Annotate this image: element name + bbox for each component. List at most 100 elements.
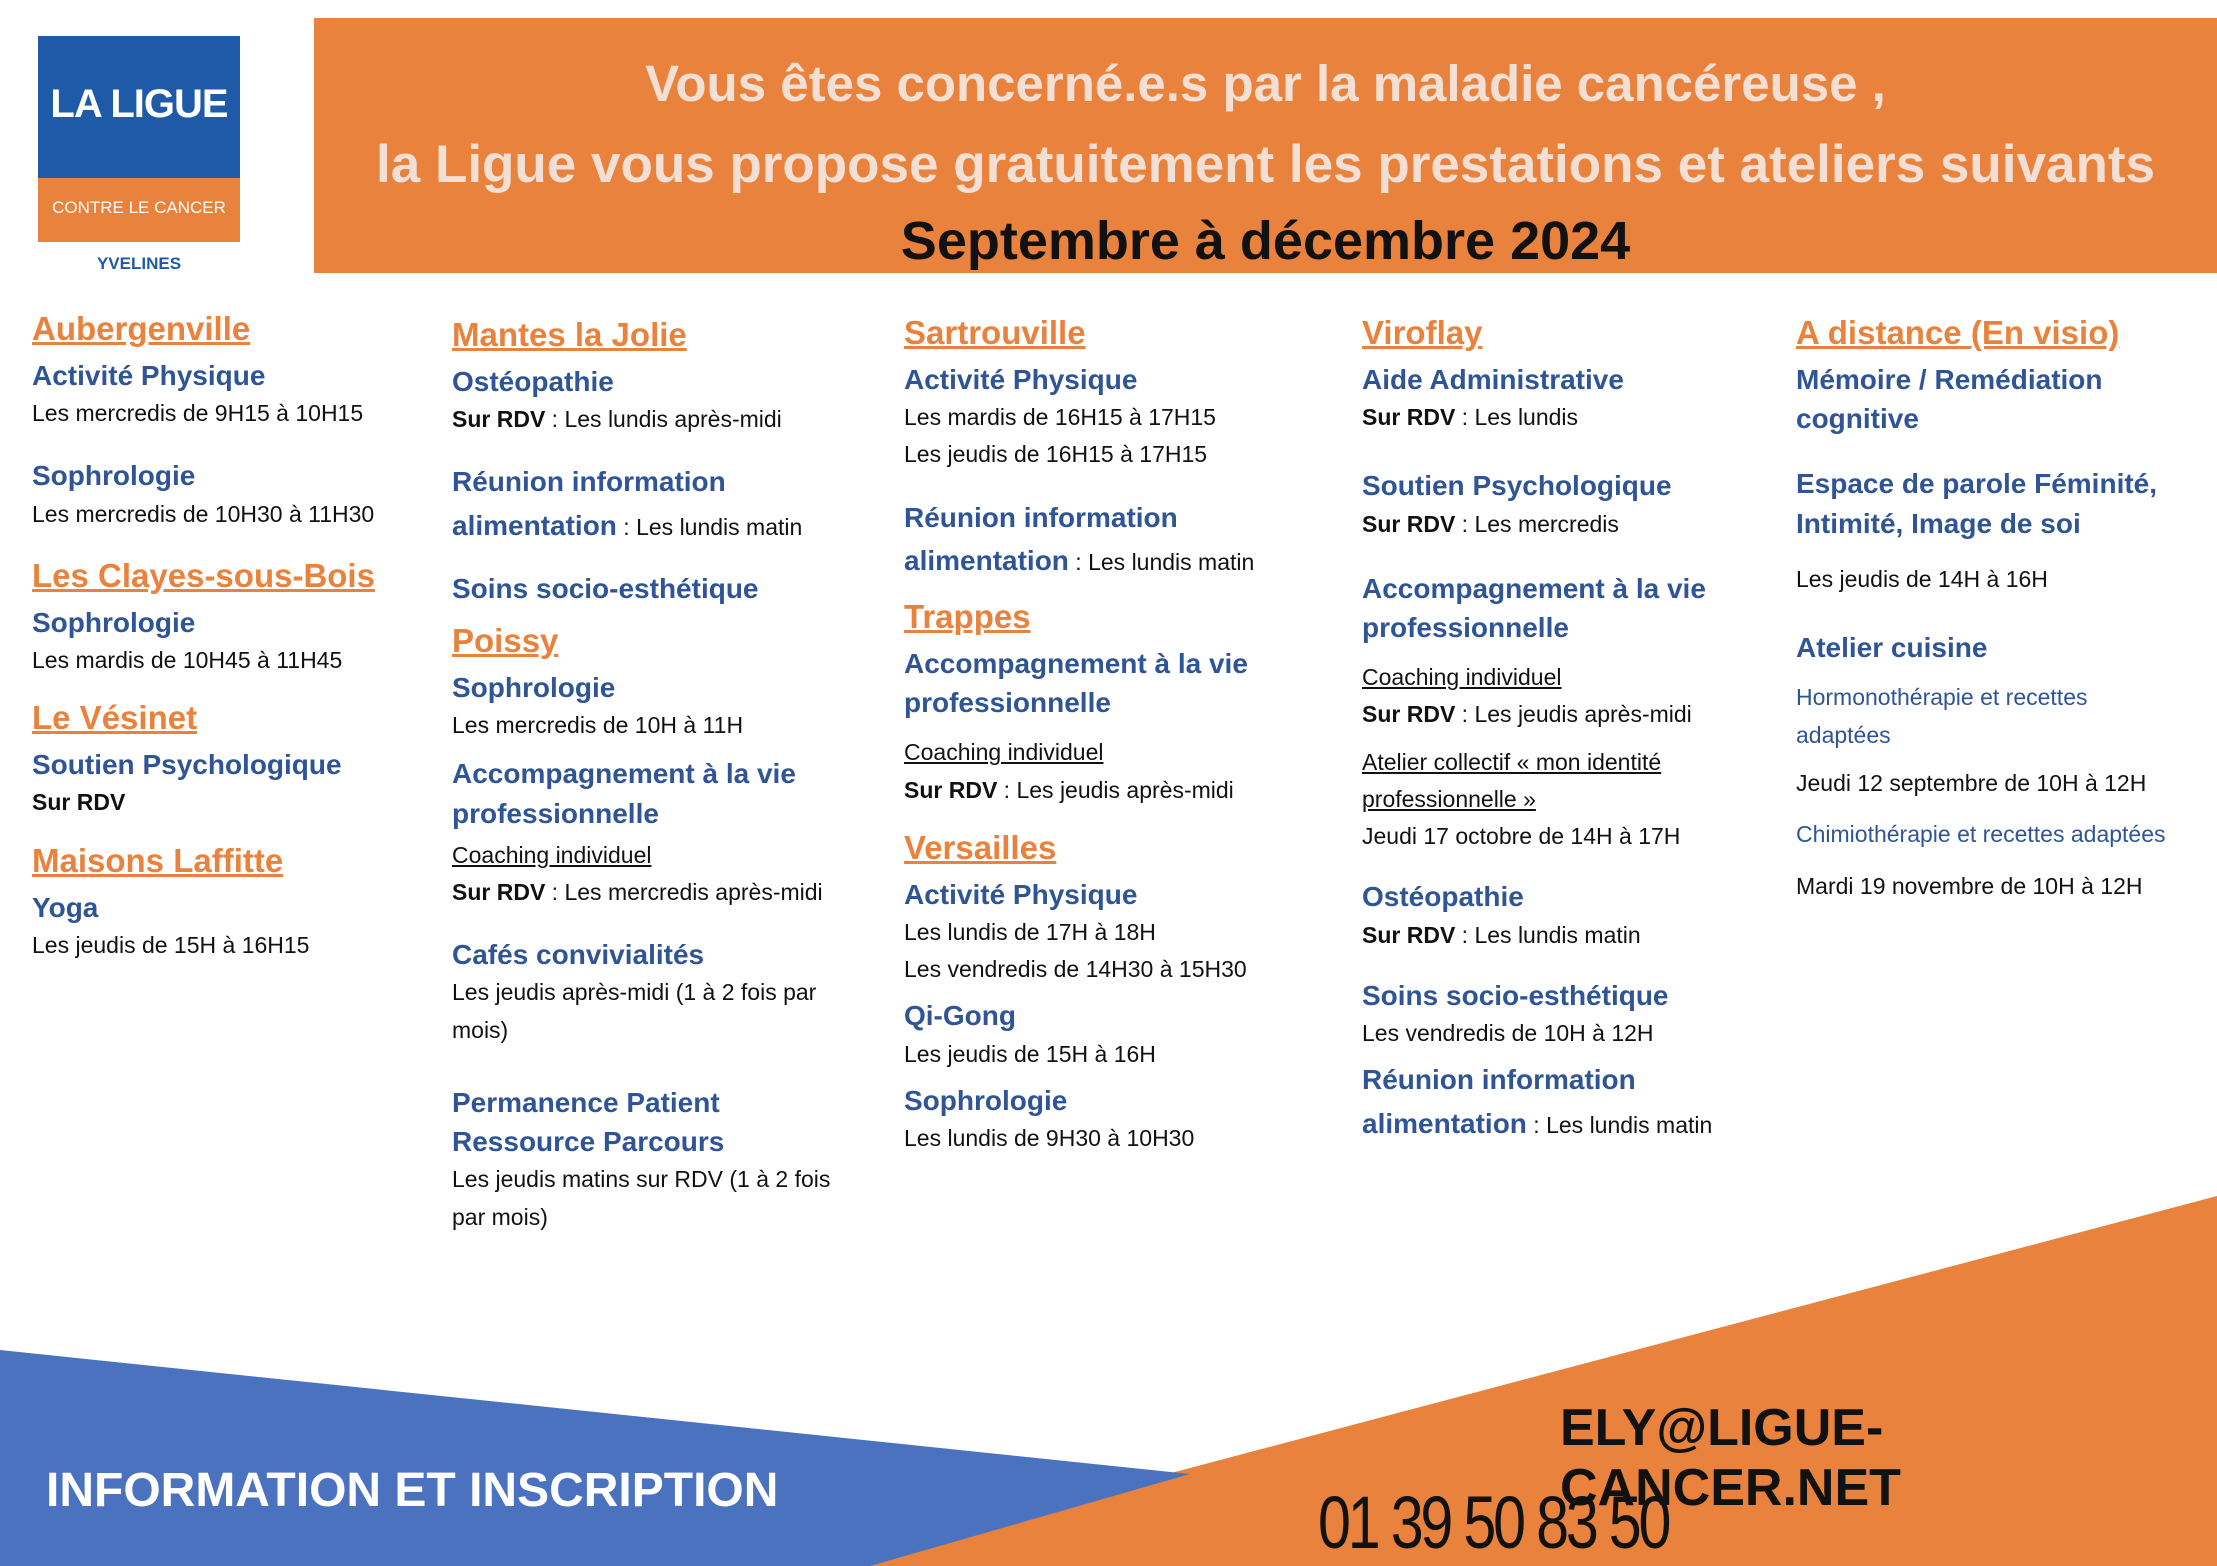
logo-name: LA LIGUE bbox=[50, 82, 228, 126]
city-aubergenville: Aubergenville bbox=[32, 310, 251, 347]
activity-schedule: mois) bbox=[452, 1016, 509, 1043]
activity-title: Sophrologie bbox=[904, 1084, 1068, 1116]
workshop-subtitle: Chimiothérapie et recettes adaptées bbox=[1796, 821, 2166, 848]
activity-title: Accompagnement à la vie bbox=[904, 647, 1248, 679]
activity-title: Soins socio-esthétique bbox=[452, 572, 759, 604]
activity-title: Soutien Psychologique bbox=[32, 749, 342, 781]
activity-title: Aide Administrative bbox=[1362, 363, 1624, 395]
activity-title: Cafés convivialités bbox=[452, 939, 705, 971]
banner-period: Septembre à décembre 2024 bbox=[900, 211, 1631, 271]
activity-schedule: Les jeudis matins sur RDV (1 à 2 fois bbox=[452, 1166, 831, 1193]
activity-schedule: Sur RDV : Les lundis matin bbox=[1362, 921, 1641, 948]
activity-title: professionnelle bbox=[452, 797, 659, 829]
city-maisons-laffitte: Maisons Laffitte bbox=[32, 841, 284, 879]
column-3: Sartrouville Activité Physique Les mardi… bbox=[904, 304, 1334, 1157]
activity-schedule: Les mardis de 16H15 à 17H15 bbox=[904, 404, 1216, 431]
activity-title: Mémoire / Remédiation bbox=[1796, 363, 2103, 395]
contact-email[interactable]: ELY@LIGUE-CANCER.NET bbox=[1560, 1399, 1901, 1517]
activity-title: alimentation : Les lundis matin bbox=[452, 509, 803, 541]
activity-title: Activité Physique bbox=[32, 359, 266, 391]
footer-info-label: INFORMATION ET INSCRIPTION bbox=[46, 1464, 779, 1517]
activity-title: Qi-Gong bbox=[904, 1000, 1016, 1032]
activity-title: Atelier cuisine bbox=[1796, 631, 1988, 663]
activity-schedule: par mois) bbox=[452, 1203, 548, 1230]
workshop-subtitle: adaptées bbox=[1796, 722, 1891, 749]
activity-schedule: Les mercredis de 9H15 à 10H15 bbox=[32, 400, 364, 427]
activity-schedule: Les vendredis de 10H à 12H bbox=[1362, 1020, 1654, 1047]
column-2: Mantes la Jolie Ostéopathie Sur RDV : Le… bbox=[452, 306, 872, 1236]
city-les-clayes: Les Clayes-sous-Bois bbox=[32, 556, 375, 594]
activity-subtitle: Coaching individuel bbox=[452, 841, 652, 868]
activity-schedule: Sur RDV : Les lundis après-midi bbox=[452, 406, 782, 433]
activity-title: Activité Physique bbox=[904, 878, 1138, 910]
activity-schedule: Sur RDV : Les mercredis après-midi bbox=[452, 878, 823, 905]
activity-schedule: Jeudi 12 septembre de 10H à 12H bbox=[1796, 770, 2147, 796]
city-mantes-la-jolie: Mantes la Jolie bbox=[452, 316, 687, 353]
activity-schedule: Les vendredis de 14H30 à 15H30 bbox=[904, 956, 1247, 983]
activity-title: alimentation : Les lundis matin bbox=[904, 544, 1255, 576]
activity-schedule: Les mercredis de 10H à 11H bbox=[452, 712, 744, 739]
activity-schedule: Les lundis de 17H à 18H bbox=[904, 918, 1156, 945]
activity-schedule: Les mercredis de 10H30 à 11H30 bbox=[32, 500, 375, 527]
activity-title: professionnelle bbox=[1362, 612, 1569, 643]
city-poissy: Poissy bbox=[452, 621, 559, 659]
activity-title: Réunion information bbox=[452, 466, 726, 498]
activity-title: Sophrologie bbox=[32, 460, 196, 492]
activity-schedule: Les jeudis de 14H à 16H bbox=[1796, 565, 2048, 592]
activity-schedule: Les lundis de 9H30 à 10H30 bbox=[904, 1125, 1195, 1152]
activity-title: Yoga bbox=[32, 891, 99, 923]
activity-subtitle: Coaching individuel bbox=[1362, 664, 1562, 691]
activity-title: alimentation : Les lundis matin bbox=[1362, 1107, 1713, 1139]
activity-schedule: Mardi 19 novembre de 10H à 12H bbox=[1796, 873, 2143, 900]
activity-title: Sophrologie bbox=[32, 606, 196, 638]
city-a-distance: A distance (En visio) bbox=[1796, 314, 2120, 351]
activity-title: Ressource Parcours bbox=[452, 1126, 725, 1158]
activity-schedule: Sur RDV : Les mercredis bbox=[1362, 510, 1619, 537]
activity-schedule: Les jeudis après-midi (1 à 2 fois par bbox=[452, 979, 817, 1006]
activity-title: Espace de parole Féminité, bbox=[1796, 468, 2158, 500]
activity-title: Ostéopathie bbox=[452, 365, 614, 397]
city-trappes: Trappes bbox=[904, 598, 1031, 635]
column-5: A distance (En visio) Mémoire / Remédiat… bbox=[1796, 304, 2206, 905]
workshop-subtitle: Hormonothérapie et recettes bbox=[1796, 684, 2088, 711]
city-viroflay: Viroflay bbox=[1362, 314, 1483, 351]
activity-title: Intimité, Image de soi bbox=[1796, 507, 2081, 539]
logo: LA LIGUE CONTRE LE CANCER bbox=[38, 36, 240, 242]
activity-schedule: Les jeudis de 15H à 16H15 bbox=[32, 931, 310, 958]
banner-line-1: Vous êtes concerné.e.s par la maladie ca… bbox=[645, 55, 1886, 112]
activity-title: Réunion information bbox=[904, 501, 1178, 533]
activity-schedule: Les jeudis de 15H à 16H bbox=[904, 1040, 1156, 1067]
activity-title: Ostéopathie bbox=[1362, 881, 1524, 913]
logo-subtitle: CONTRE LE CANCER bbox=[52, 198, 226, 217]
activity-title: Accompagnement à la vie bbox=[1362, 572, 1706, 604]
logo-orange-block bbox=[38, 178, 240, 242]
activity-schedule: Sur RDV bbox=[32, 789, 126, 816]
logo-blue-block bbox=[38, 36, 240, 178]
activity-schedule: Sur RDV : Les jeudis après-midi bbox=[904, 776, 1234, 803]
activity-title: Activité Physique bbox=[904, 363, 1138, 395]
footer-blue-shape bbox=[0, 1350, 1190, 1566]
activity-title: Permanence Patient bbox=[452, 1086, 720, 1118]
activity-schedule: Sur RDV : Les jeudis après-midi bbox=[1362, 701, 1692, 728]
activity-title: Réunion information bbox=[1362, 1064, 1636, 1096]
banner-line-2: la Ligue vous propose gratuitement les p… bbox=[376, 135, 2155, 194]
activity-subtitle: professionnelle » bbox=[1362, 785, 1536, 812]
activity-subtitle: Atelier collectif « mon identité bbox=[1362, 748, 1662, 775]
city-versailles: Versailles bbox=[904, 828, 1057, 866]
activity-schedule: Jeudi 17 octobre de 14H à 17H bbox=[1362, 823, 1681, 850]
activity-schedule: Les mardis de 10H45 à 11H45 bbox=[32, 646, 343, 673]
activity-title: Soins socio-esthétique bbox=[1362, 979, 1669, 1011]
contact-phone[interactable]: 01 39 50 83 50 bbox=[1318, 1481, 1671, 1564]
activity-title: Soutien Psychologique bbox=[1362, 470, 1672, 502]
activity-subtitle: Coaching individuel bbox=[904, 739, 1104, 766]
activity-title: professionnelle bbox=[904, 687, 1111, 719]
activity-title: Accompagnement à la vie bbox=[452, 758, 796, 790]
activity-schedule: Les jeudis de 16H15 à 17H15 bbox=[904, 441, 1208, 468]
city-le-vesinet: Le Vésinet bbox=[32, 699, 198, 737]
logo-department: YVELINES bbox=[96, 254, 182, 273]
activity-title: Sophrologie bbox=[452, 671, 616, 703]
header-banner: Vous êtes concerné.e.s par la maladie ca… bbox=[314, 18, 2217, 273]
activity-title: cognitive bbox=[1796, 403, 1919, 435]
column-4: Viroflay Aide Administrative Sur RDV : L… bbox=[1362, 304, 1792, 1143]
activity-schedule: Sur RDV : Les lundis bbox=[1362, 404, 1579, 431]
